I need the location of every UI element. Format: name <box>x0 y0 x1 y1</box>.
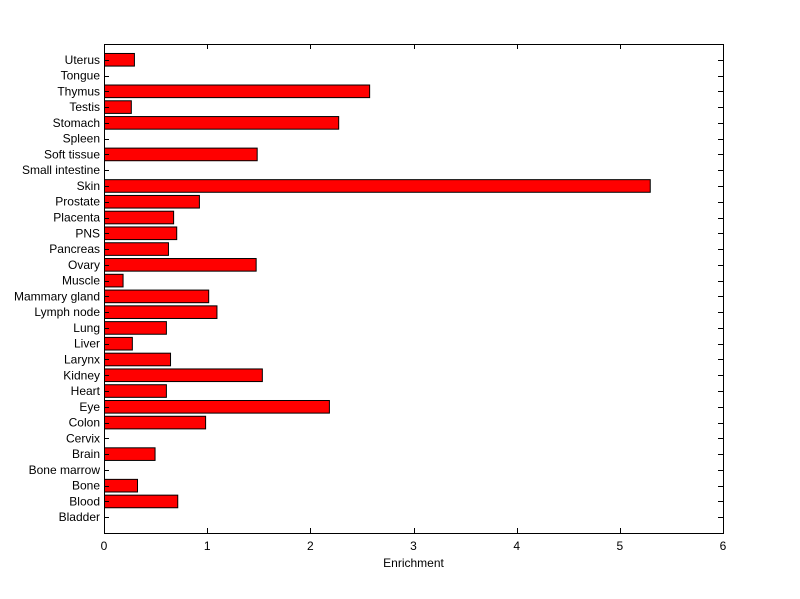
y-tick-label: PNS <box>75 226 100 240</box>
y-tick-label: Blood <box>69 494 100 508</box>
bar-larynx <box>104 352 172 367</box>
y-tick-label: Small intestine <box>22 163 100 177</box>
bar-pancreas <box>104 242 169 256</box>
y-tick-label: Prostate <box>55 195 100 209</box>
y-tick-label: Lung <box>73 321 100 335</box>
bar-pns <box>104 226 178 241</box>
y-tick-label: Thymus <box>57 84 100 98</box>
y-tick-label: Colon <box>69 416 100 430</box>
x-tick-label: 0 <box>101 539 108 553</box>
y-tick-label: Uterus <box>65 53 100 67</box>
y-tick-label: Liver <box>74 337 100 351</box>
bar-ovary <box>104 258 257 272</box>
x-tick-label: 1 <box>204 539 211 553</box>
bar-liver <box>104 336 133 351</box>
y-tick-label: Cervix <box>66 431 100 445</box>
x-tick-label: 6 <box>720 539 727 553</box>
bar-placenta <box>104 210 175 225</box>
bar-uterus <box>104 52 135 67</box>
y-tick-label: Bladder <box>59 510 100 524</box>
y-tick-label: Larynx <box>64 352 100 366</box>
y-tick-label: Bone <box>72 479 100 493</box>
bar-brain <box>104 447 156 461</box>
y-tick-label: Brain <box>72 447 100 461</box>
bar-lung <box>104 321 167 335</box>
x-tick-label: 5 <box>616 539 623 553</box>
bar-prostate <box>104 194 200 209</box>
bar-lymph-node <box>104 305 218 319</box>
bar-stomach <box>104 116 340 130</box>
y-tick-label: Soft tissue <box>44 147 100 161</box>
y-tick-label: Spleen <box>63 132 100 146</box>
y-tick-label: Placenta <box>53 211 100 225</box>
bar-colon <box>104 415 207 430</box>
y-tick-label: Pancreas <box>49 242 100 256</box>
y-tick-label: Bone marrow <box>29 463 101 477</box>
x-tick-label: 3 <box>410 539 417 553</box>
bar-blood <box>104 494 179 509</box>
y-tick-label: Tongue <box>61 69 101 83</box>
y-tick-label: Stomach <box>53 116 100 130</box>
bar-skin <box>104 179 651 193</box>
bar-muscle <box>104 273 124 288</box>
y-tick-label: Heart <box>71 384 101 398</box>
bar-kidney <box>104 368 263 383</box>
y-tick-label: Muscle <box>62 274 100 288</box>
bars-group <box>104 52 651 509</box>
x-tick-label: 2 <box>307 539 314 553</box>
x-axis-title: Enrichment <box>383 556 444 570</box>
bar-bone <box>104 478 139 493</box>
y-tick-label: Mammary gland <box>14 289 100 303</box>
bar-thymus <box>104 84 371 99</box>
y-tick-label: Kidney <box>63 368 100 382</box>
y-tick-label: Lymph node <box>34 305 100 319</box>
y-tick-label: Skin <box>77 179 100 193</box>
y-tick-label: Testis <box>69 100 100 114</box>
bar-heart <box>104 384 167 398</box>
y-tick-label: Ovary <box>68 258 100 272</box>
y-tick-label: Eye <box>79 400 100 414</box>
ticks-group <box>104 44 724 533</box>
bar-soft-tissue <box>104 147 258 162</box>
x-tick-label: 4 <box>513 539 520 553</box>
bar-eye <box>104 399 330 414</box>
bar-mammary-gland <box>104 289 210 304</box>
